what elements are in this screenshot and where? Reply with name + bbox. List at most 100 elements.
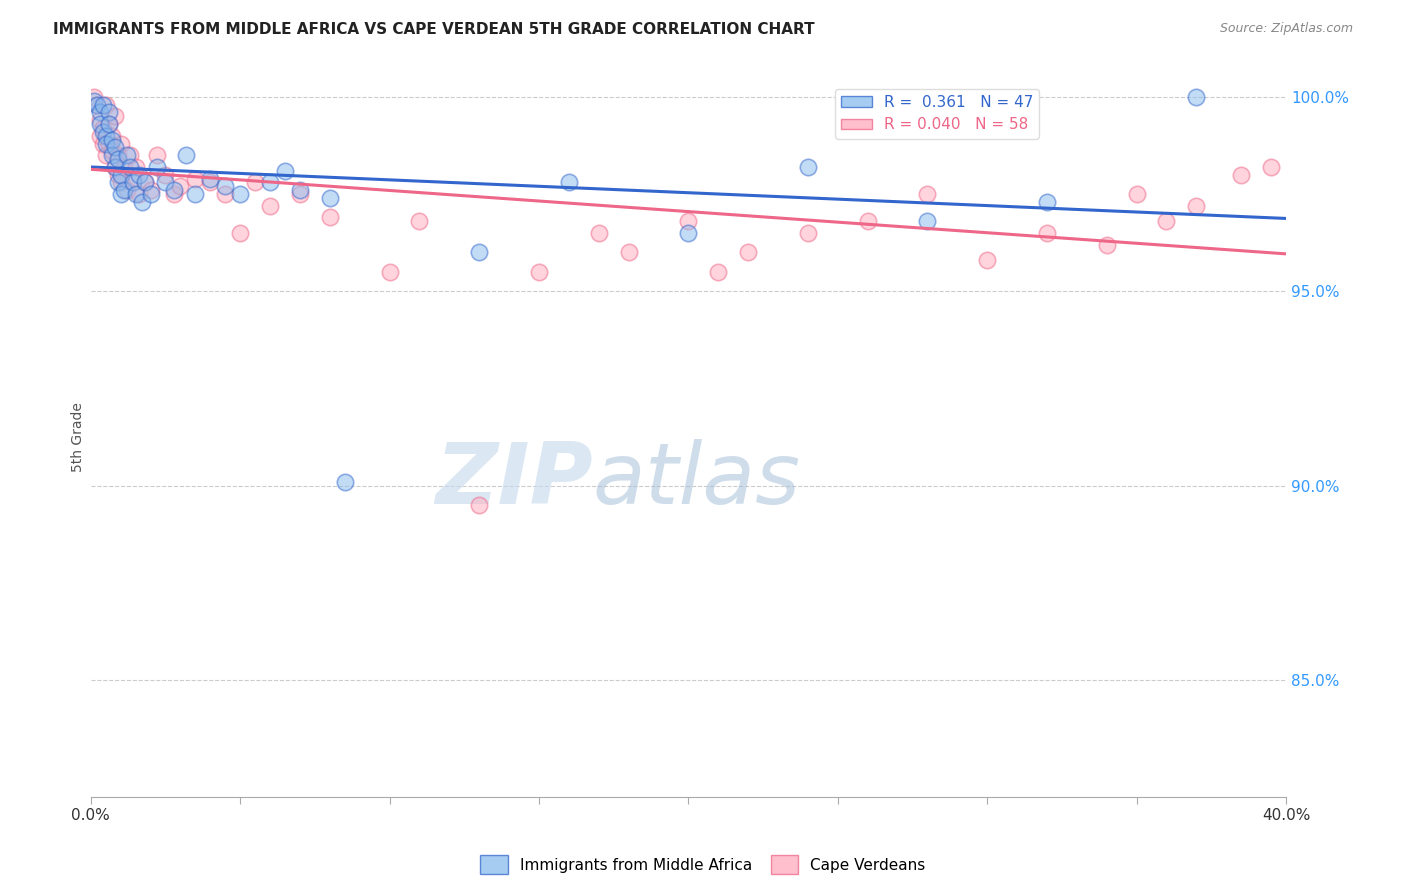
Point bbox=[104, 140, 127, 154]
Point bbox=[707, 265, 730, 279]
Legend: Immigrants from Middle Africa, Cape Verdeans: Immigrants from Middle Africa, Cape Verd… bbox=[474, 849, 932, 880]
Point bbox=[100, 148, 122, 162]
Point bbox=[200, 175, 222, 189]
Point bbox=[83, 90, 105, 104]
Point bbox=[259, 175, 281, 189]
Point bbox=[1036, 194, 1059, 209]
Point bbox=[94, 136, 117, 151]
Point bbox=[118, 148, 141, 162]
Point bbox=[112, 183, 135, 197]
Point bbox=[229, 187, 252, 202]
Point bbox=[89, 105, 111, 120]
Point bbox=[1125, 187, 1147, 202]
Point bbox=[94, 97, 117, 112]
Point bbox=[558, 175, 581, 189]
Point bbox=[94, 148, 117, 162]
Point bbox=[139, 187, 162, 202]
Point bbox=[91, 97, 114, 112]
Point bbox=[797, 160, 820, 174]
Point bbox=[274, 163, 297, 178]
Point bbox=[110, 187, 132, 202]
Point bbox=[678, 226, 700, 240]
Point bbox=[94, 128, 117, 143]
Point bbox=[1260, 160, 1282, 174]
Point bbox=[91, 136, 114, 151]
Point bbox=[145, 160, 167, 174]
Point bbox=[89, 117, 111, 131]
Point bbox=[100, 128, 122, 143]
Point bbox=[976, 253, 998, 268]
Point bbox=[214, 187, 236, 202]
Point bbox=[115, 148, 138, 162]
Point bbox=[107, 175, 129, 189]
Text: Source: ZipAtlas.com: Source: ZipAtlas.com bbox=[1219, 22, 1353, 36]
Point bbox=[124, 160, 146, 174]
Point bbox=[110, 168, 132, 182]
Point bbox=[259, 199, 281, 213]
Point bbox=[468, 498, 491, 512]
Point bbox=[110, 136, 132, 151]
Point bbox=[112, 160, 135, 174]
Point bbox=[86, 97, 108, 112]
Point bbox=[737, 245, 759, 260]
Point bbox=[856, 214, 879, 228]
Legend: R =  0.361   N = 47, R = 0.040   N = 58: R = 0.361 N = 47, R = 0.040 N = 58 bbox=[835, 88, 1039, 138]
Point bbox=[107, 168, 129, 182]
Point bbox=[97, 117, 120, 131]
Point bbox=[107, 148, 129, 162]
Point bbox=[917, 214, 939, 228]
Point bbox=[124, 187, 146, 202]
Text: atlas: atlas bbox=[593, 439, 801, 522]
Point bbox=[131, 194, 153, 209]
Point bbox=[86, 97, 108, 112]
Point bbox=[229, 226, 252, 240]
Text: IMMIGRANTS FROM MIDDLE AFRICA VS CAPE VERDEAN 5TH GRADE CORRELATION CHART: IMMIGRANTS FROM MIDDLE AFRICA VS CAPE VE… bbox=[53, 22, 815, 37]
Point bbox=[97, 105, 120, 120]
Point bbox=[169, 179, 191, 194]
Point bbox=[1185, 199, 1208, 213]
Point bbox=[617, 245, 640, 260]
Point bbox=[145, 148, 167, 162]
Point bbox=[100, 133, 122, 147]
Point bbox=[163, 187, 186, 202]
Point bbox=[121, 175, 143, 189]
Point bbox=[176, 148, 198, 162]
Point bbox=[155, 168, 177, 182]
Point bbox=[1156, 214, 1178, 228]
Point bbox=[121, 171, 143, 186]
Point bbox=[468, 245, 491, 260]
Point bbox=[917, 187, 939, 202]
Point bbox=[1230, 168, 1253, 182]
Point bbox=[288, 183, 311, 197]
Point bbox=[678, 214, 700, 228]
Point bbox=[797, 226, 820, 240]
Point bbox=[134, 175, 156, 189]
Point bbox=[139, 183, 162, 197]
Point bbox=[1185, 90, 1208, 104]
Point bbox=[104, 160, 127, 174]
Point bbox=[89, 113, 111, 128]
Y-axis label: 5th Grade: 5th Grade bbox=[72, 402, 86, 472]
Point bbox=[408, 214, 430, 228]
Point bbox=[319, 211, 342, 225]
Point bbox=[588, 226, 610, 240]
Point bbox=[1036, 226, 1059, 240]
Point bbox=[184, 171, 207, 186]
Point bbox=[104, 160, 127, 174]
Point bbox=[214, 179, 236, 194]
Point bbox=[527, 265, 550, 279]
Point bbox=[97, 136, 120, 151]
Point bbox=[319, 191, 342, 205]
Point bbox=[100, 145, 122, 159]
Point bbox=[107, 152, 129, 166]
Point bbox=[89, 128, 111, 143]
Point bbox=[110, 175, 132, 189]
Point bbox=[134, 175, 156, 189]
Point bbox=[184, 187, 207, 202]
Text: ZIP: ZIP bbox=[434, 439, 593, 522]
Point bbox=[200, 171, 222, 186]
Point bbox=[104, 109, 127, 123]
Point bbox=[118, 160, 141, 174]
Point bbox=[155, 175, 177, 189]
Point bbox=[378, 265, 401, 279]
